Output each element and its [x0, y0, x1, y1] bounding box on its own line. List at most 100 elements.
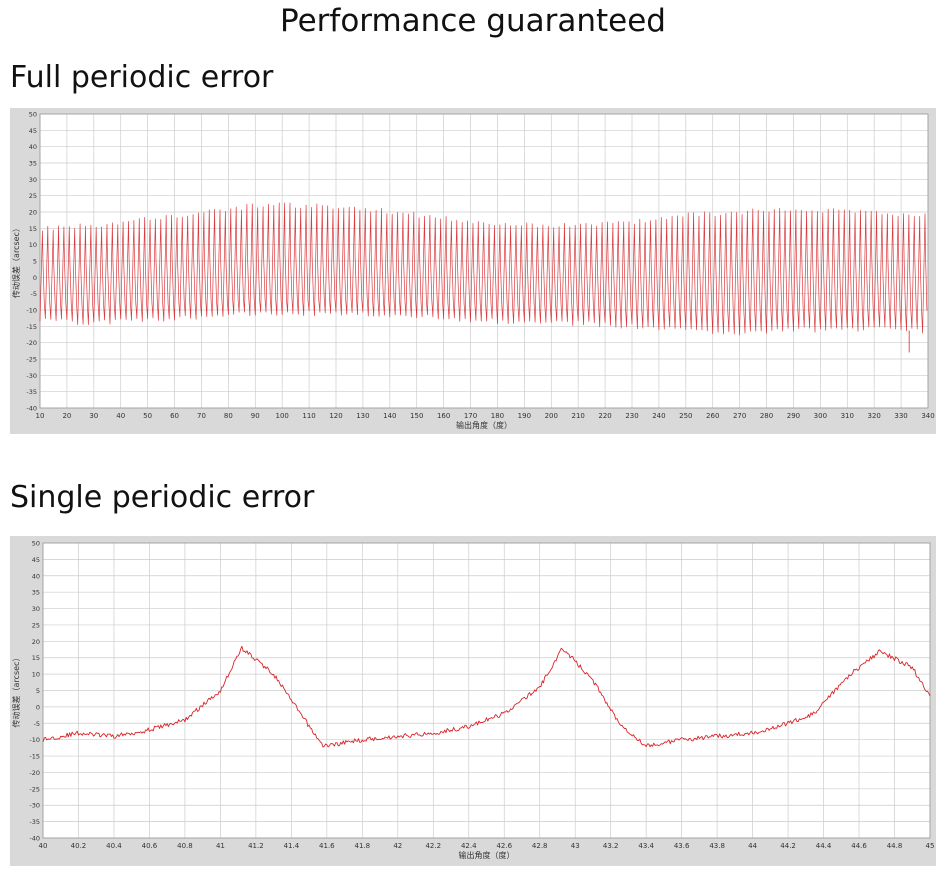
x-tick-label: 43.4 — [638, 842, 654, 850]
x-tick-label: 180 — [491, 412, 504, 420]
x-tick-label: 43.8 — [709, 842, 725, 850]
x-tick-label: 330 — [894, 412, 907, 420]
x-tick-label: 310 — [841, 412, 854, 420]
x-tick-label: 340 — [921, 412, 934, 420]
y-tick-label: -20 — [26, 339, 37, 347]
y-axis-title: 传动误差（arcsec） — [11, 224, 21, 298]
single-periodic-error-chart-frame: 40 40.2 40.4 40.6 40.8 41 41.2 41.4 41.6 41.8 42 42… — [10, 536, 936, 866]
y-tick-label: 30 — [29, 176, 37, 184]
x-tick-label: 41.4 — [284, 842, 300, 850]
x-axis-title: 输出角度（度） — [459, 850, 515, 860]
y-tick-label: 10 — [29, 241, 37, 249]
x-tick-label: 40.2 — [71, 842, 87, 850]
y-tick-label: 5 — [33, 258, 37, 266]
x-tick-label: 44.2 — [780, 842, 796, 850]
x-tick-label: 160 — [437, 412, 450, 420]
x-tick-label: 200 — [545, 412, 558, 420]
y-tick-label: -10 — [29, 736, 40, 744]
y-tick-label: 0 — [36, 703, 40, 711]
y-tick-label: 25 — [29, 192, 37, 200]
y-tick-label: 35 — [32, 589, 40, 597]
x-tick-label: 170 — [464, 412, 477, 420]
y-tick-label: -5 — [31, 290, 37, 298]
y-tick-label: -5 — [34, 720, 40, 728]
x-tick-label: 240 — [652, 412, 665, 420]
x-tick-label: 110 — [302, 412, 315, 420]
full-periodic-error-chart-frame: 10 20 30 40 50 60 70 80 90 100 110 120 130 140 150 160 1… — [10, 108, 936, 434]
x-tick-label: 130 — [356, 412, 369, 420]
x-tick-label: 44.4 — [816, 842, 832, 850]
x-tick-label: 40.4 — [106, 842, 122, 850]
x-tick-label: 41 — [216, 842, 225, 850]
y-tick-label: 15 — [32, 654, 40, 662]
x-tick-label: 120 — [329, 412, 342, 420]
x-tick-label: 20 — [62, 412, 71, 420]
y-tick-label: 30 — [32, 605, 40, 613]
y-tick-label: 10 — [32, 671, 40, 679]
x-tick-label: 43.6 — [674, 842, 690, 850]
x-tick-label: 44.6 — [851, 842, 867, 850]
y-tick-label: 45 — [32, 556, 40, 564]
y-tick-label: 40 — [32, 572, 40, 580]
x-tick-label: 40 — [116, 412, 125, 420]
full-periodic-error-chart: 10 20 30 40 50 60 70 80 90 100 110 120 130 140 150 160 1… — [11, 111, 935, 431]
x-tick-label: 42.2 — [425, 842, 441, 850]
x-tick-label: 45 — [926, 842, 935, 850]
x-tick-label: 50 — [143, 412, 152, 420]
y-tick-label: 50 — [29, 111, 37, 119]
x-axis-title: 输出角度（度） — [456, 420, 512, 430]
x-tick-label: 43 — [571, 842, 580, 850]
x-tick-label: 230 — [625, 412, 638, 420]
y-tick-label: 20 — [29, 209, 37, 217]
single-periodic-error-chart: 40 40.2 40.4 40.6 40.8 41 41.2 41.4 41.6 41.8 42 42… — [11, 540, 935, 861]
y-tick-label: 35 — [29, 160, 37, 168]
error-series-line — [39, 202, 928, 336]
x-tick-label: 40 — [39, 842, 48, 850]
y-tick-label: -15 — [29, 753, 40, 761]
x-tick-label: 320 — [867, 412, 880, 420]
y-tick-label: -35 — [26, 388, 37, 396]
y-tick-label: 40 — [29, 143, 37, 151]
plot-border — [42, 542, 931, 839]
x-tick-label: 41.8 — [355, 842, 371, 850]
y-tick-label: 15 — [29, 225, 37, 233]
x-tick-label: 42.6 — [496, 842, 512, 850]
x-tick-label: 280 — [760, 412, 773, 420]
y-tick-label: -40 — [26, 405, 37, 413]
x-tick-label: 44.8 — [887, 842, 903, 850]
y-tick-label: 45 — [29, 127, 37, 135]
y-tick-label: -25 — [26, 356, 37, 364]
x-tick-label: 90 — [251, 412, 260, 420]
x-tick-label: 260 — [706, 412, 719, 420]
x-tick-label: 190 — [518, 412, 531, 420]
x-tick-label: 290 — [787, 412, 800, 420]
y-tick-label: -30 — [29, 802, 40, 810]
x-tick-label: 250 — [679, 412, 692, 420]
x-tick-label: 41.2 — [248, 842, 264, 850]
x-tick-label: 41.6 — [319, 842, 335, 850]
x-tick-label: 70 — [197, 412, 206, 420]
y-tick-label: 5 — [36, 687, 40, 695]
x-tick-label: 44 — [748, 842, 757, 850]
x-tick-label: 42 — [393, 842, 402, 850]
y-tick-label: -30 — [26, 372, 37, 380]
single-periodic-error-heading: Single periodic error — [10, 480, 315, 515]
x-tick-label: 60 — [170, 412, 179, 420]
page-title: Performance guaranteed — [280, 3, 666, 39]
x-tick-label: 220 — [598, 412, 611, 420]
x-tick-label: 40.6 — [142, 842, 158, 850]
error-series-line — [42, 645, 931, 748]
x-tick-label: 140 — [383, 412, 396, 420]
y-tick-label: 20 — [32, 638, 40, 646]
x-tick-label: 30 — [89, 412, 98, 420]
x-tick-label: 42.4 — [461, 842, 477, 850]
full-periodic-error-heading: Full periodic error — [10, 60, 274, 95]
x-tick-label: 150 — [410, 412, 423, 420]
x-tick-label: 300 — [814, 412, 827, 420]
plot-border — [39, 113, 929, 409]
x-tick-label: 10 — [36, 412, 45, 420]
y-tick-label: -35 — [29, 818, 40, 826]
y-tick-label: -15 — [26, 323, 37, 331]
y-axis-title: 传动误差（arcsec） — [11, 654, 21, 728]
x-tick-label: 40.8 — [177, 842, 193, 850]
